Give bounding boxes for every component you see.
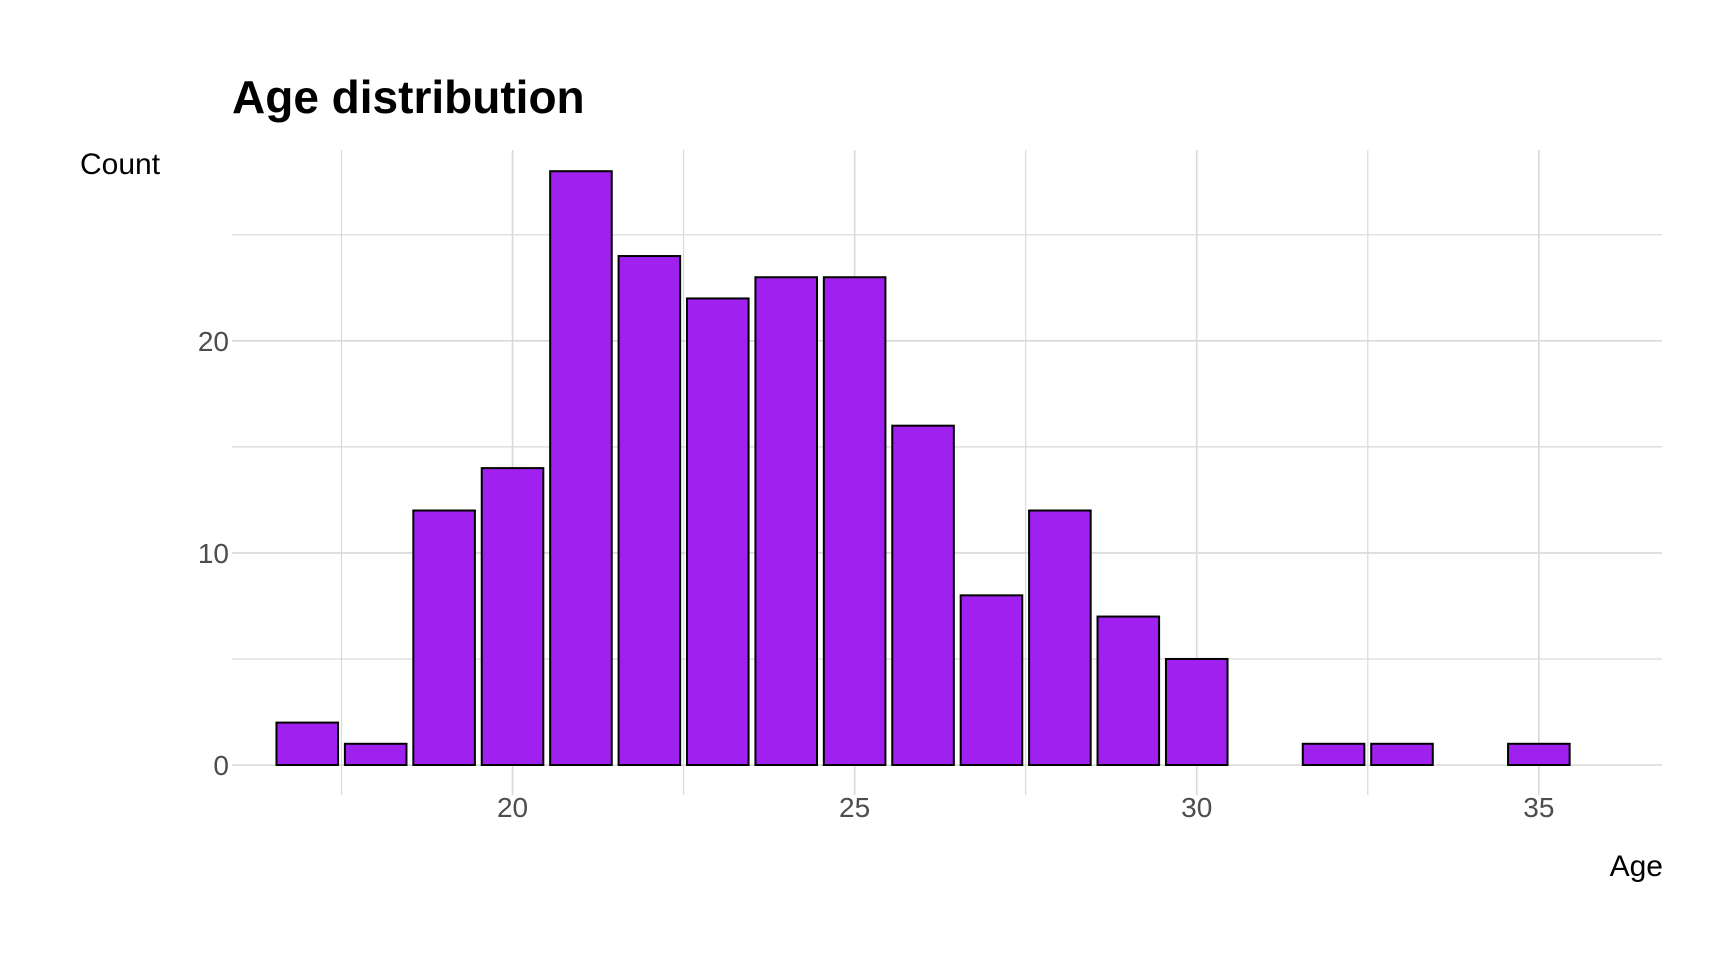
y-axis-label: Count (80, 148, 161, 181)
bar-age-22 (617, 255, 682, 766)
bar-age-23 (686, 297, 750, 766)
bar-age-29 (1096, 615, 1161, 766)
y-tick-label: 0 (213, 750, 229, 781)
bar-age-17 (275, 721, 340, 766)
bar-age-20 (480, 467, 545, 766)
x-tick-label: 35 (1523, 792, 1554, 823)
bar-age-21 (549, 170, 613, 766)
y-tick-label: 20 (198, 326, 229, 357)
bar-age-19 (412, 509, 476, 766)
bar-age-33 (1370, 742, 1434, 766)
bar-age-32 (1301, 742, 1366, 766)
chart-title: Age distribution (232, 71, 585, 123)
bar-age-25 (822, 276, 887, 766)
tick-labels: 20 25 30 35 0 10 20 (198, 326, 1555, 823)
bar-age-28 (1028, 509, 1092, 766)
bar-age-24 (754, 276, 819, 766)
bar-age-18 (343, 742, 408, 766)
bars (275, 170, 1571, 767)
x-tick-label: 20 (497, 792, 528, 823)
bar-age-35 (1507, 742, 1571, 766)
x-axis-label: Age (1609, 850, 1663, 883)
y-tick-label: 10 (198, 538, 229, 569)
x-tick-label: 30 (1181, 792, 1212, 823)
bar-age-26 (891, 424, 955, 766)
x-tick-label: 25 (839, 792, 870, 823)
bar-age-30 (1164, 657, 1229, 766)
bar-age-27 (959, 594, 1024, 767)
